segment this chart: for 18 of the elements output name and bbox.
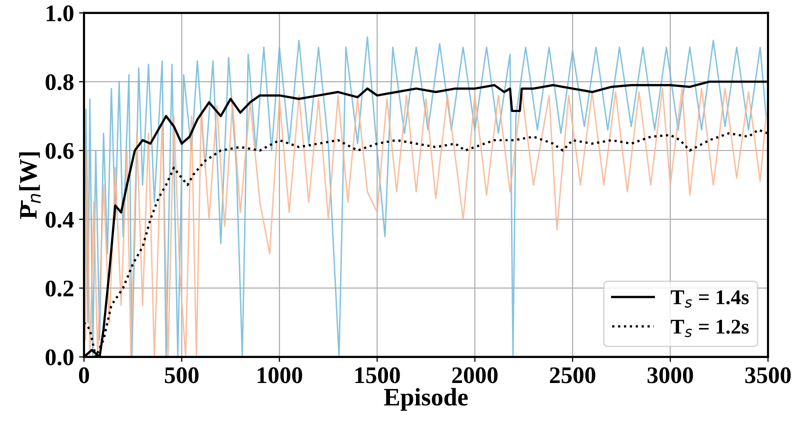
x-tick-label: 2500 bbox=[550, 367, 596, 384]
x-tick-label: 1500 bbox=[355, 367, 400, 384]
y-tick-label: 0.2 bbox=[46, 280, 74, 297]
y-tick-label: 0.6 bbox=[46, 142, 74, 160]
x-tick-label: 3000 bbox=[648, 367, 693, 384]
y-tick-label: 0.8 bbox=[46, 74, 74, 90]
y-tick-label: 0.4 bbox=[46, 212, 74, 228]
y-tick-label: 1.0 bbox=[46, 5, 74, 22]
legend-label: T$_{s}$ = 1.2s bbox=[670, 320, 749, 338]
x-tick-label: 500 bbox=[164, 367, 199, 384]
x-tick-label: 2000 bbox=[452, 367, 498, 384]
x-tick-label: 0 bbox=[78, 367, 90, 384]
y-axis-title: P̄$_{n}$[W] bbox=[19, 152, 41, 219]
x-axis-title: Episode bbox=[384, 388, 468, 411]
x-tick-label: 3500 bbox=[745, 367, 791, 384]
y-tick-label: 0.0 bbox=[46, 349, 74, 366]
legend-label: T$_{s}$ = 1.4s bbox=[670, 290, 749, 308]
x-tick-label: 1000 bbox=[258, 367, 302, 384]
